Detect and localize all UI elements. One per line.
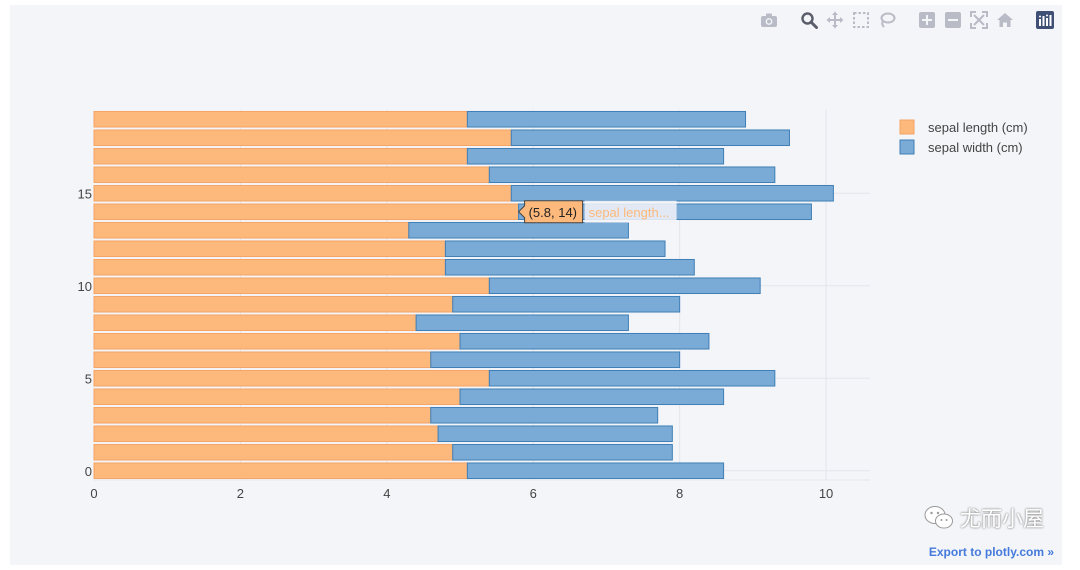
bar-sepal-width-6[interactable] — [430, 351, 681, 369]
bar-sepal-length-11[interactable] — [93, 258, 446, 276]
hover-label-box — [517, 200, 584, 224]
grid — [94, 110, 870, 480]
lasso-icon[interactable] — [876, 9, 898, 31]
box-select-icon[interactable] — [850, 9, 872, 31]
bar-sepal-length-18[interactable] — [93, 129, 512, 147]
bar-sepal-width-15[interactable] — [510, 184, 834, 202]
bar-sepal-length-9[interactable] — [93, 295, 454, 313]
x-tick-label: 0 — [90, 486, 97, 501]
bar-sepal-length-16[interactable] — [93, 166, 490, 184]
bar-sepal-width-17[interactable] — [466, 147, 725, 165]
bar-sepal-length-3[interactable] — [93, 406, 432, 424]
y-tick-label: 10 — [78, 279, 92, 294]
zoom-in-icon[interactable] — [916, 9, 938, 31]
bar-sepal-length-13[interactable] — [93, 221, 410, 239]
legend-swatch[interactable] — [899, 119, 915, 135]
x-tick-label: 6 — [530, 486, 537, 501]
bar-sepal-width-1[interactable] — [452, 443, 673, 461]
bar-sepal-width-0[interactable] — [466, 462, 725, 480]
legend: sepal length (cm) sepal width (cm) — [899, 119, 1028, 155]
bar-sepal-length-5[interactable] — [93, 369, 490, 387]
bar-sepal-width-3[interactable] — [430, 406, 659, 424]
watermark-text: 尤而小屋 — [960, 507, 1044, 531]
export-to-plotly-link[interactable]: Export to plotly.com » — [928, 545, 1054, 559]
plotly-logo-icon[interactable] — [1034, 9, 1056, 31]
bar-sepal-width-4[interactable] — [459, 388, 725, 406]
x-tick-label: 8 — [676, 486, 683, 501]
bar-sepal-width-19[interactable] — [466, 110, 747, 128]
bar-sepal-length-15[interactable] — [93, 184, 512, 202]
hover-value-text: (5.8, 14) — [529, 205, 577, 220]
bar-sepal-length-4[interactable] — [93, 388, 461, 406]
bars — [93, 110, 834, 480]
hover-trace-name: sepal length... — [589, 205, 670, 220]
bar-sepal-length-7[interactable] — [93, 332, 461, 350]
bar-sepal-width-13[interactable] — [408, 221, 629, 239]
bar-sepal-width-7[interactable] — [459, 332, 710, 350]
modebar — [758, 9, 1056, 31]
bar-sepal-width-12[interactable] — [444, 240, 666, 258]
plot-container: 0 2 4 6 8 10 0 5 10 15 sepal length (cm) sepal wid… — [10, 5, 1062, 565]
bar-sepal-width-10[interactable] — [488, 277, 761, 295]
zoom-icon[interactable] — [798, 9, 820, 31]
y-tick-label: 0 — [85, 464, 92, 479]
hover-tooltip: (5.8, 14) sepal length... — [517, 200, 677, 224]
bar-sepal-width-11[interactable] — [444, 258, 695, 276]
reset-axes-icon[interactable] — [994, 9, 1016, 31]
legend-label[interactable]: sepal length (cm) — [928, 120, 1028, 135]
bar-sepal-length-14[interactable] — [93, 203, 520, 221]
bar-chart: 0 2 4 6 8 10 0 5 10 15 sepal length (cm) sepal wid… — [78, 110, 1028, 501]
bar-sepal-length-6[interactable] — [93, 351, 432, 369]
bar-sepal-length-12[interactable] — [93, 240, 446, 258]
bar-sepal-length-10[interactable] — [93, 277, 490, 295]
camera-icon[interactable] — [758, 9, 780, 31]
zoom-out-icon[interactable] — [942, 9, 964, 31]
bar-sepal-width-5[interactable] — [488, 369, 776, 387]
bar-sepal-width-16[interactable] — [488, 166, 776, 184]
bar-sepal-length-0[interactable] — [93, 462, 468, 480]
bar-sepal-length-17[interactable] — [93, 147, 468, 165]
bar-sepal-length-1[interactable] — [93, 443, 454, 461]
bar-sepal-width-2[interactable] — [437, 425, 673, 443]
hover-trace-box — [584, 200, 677, 223]
watermark: 尤而小屋 — [924, 503, 1044, 533]
x-tick-label: 4 — [383, 486, 390, 501]
wechat-icon — [924, 506, 953, 529]
x-tick-label: 2 — [237, 486, 244, 501]
bar-sepal-width-9[interactable] — [452, 295, 681, 313]
bar-sepal-width-8[interactable] — [415, 314, 629, 332]
legend-swatch[interactable] — [899, 139, 915, 155]
bar-sepal-length-2[interactable] — [93, 425, 439, 443]
axes: 0 2 4 6 8 10 0 5 10 15 — [78, 186, 870, 501]
autoscale-icon[interactable] — [968, 9, 990, 31]
y-tick-label: 5 — [85, 371, 92, 386]
pan-icon[interactable] — [824, 9, 846, 31]
bar-sepal-length-8[interactable] — [93, 314, 417, 332]
legend-label[interactable]: sepal width (cm) — [928, 140, 1023, 155]
bar-sepal-width-18[interactable] — [510, 129, 790, 147]
bar-sepal-length-19[interactable] — [93, 110, 468, 128]
x-tick-label: 10 — [819, 486, 833, 501]
y-tick-label: 15 — [78, 186, 92, 201]
